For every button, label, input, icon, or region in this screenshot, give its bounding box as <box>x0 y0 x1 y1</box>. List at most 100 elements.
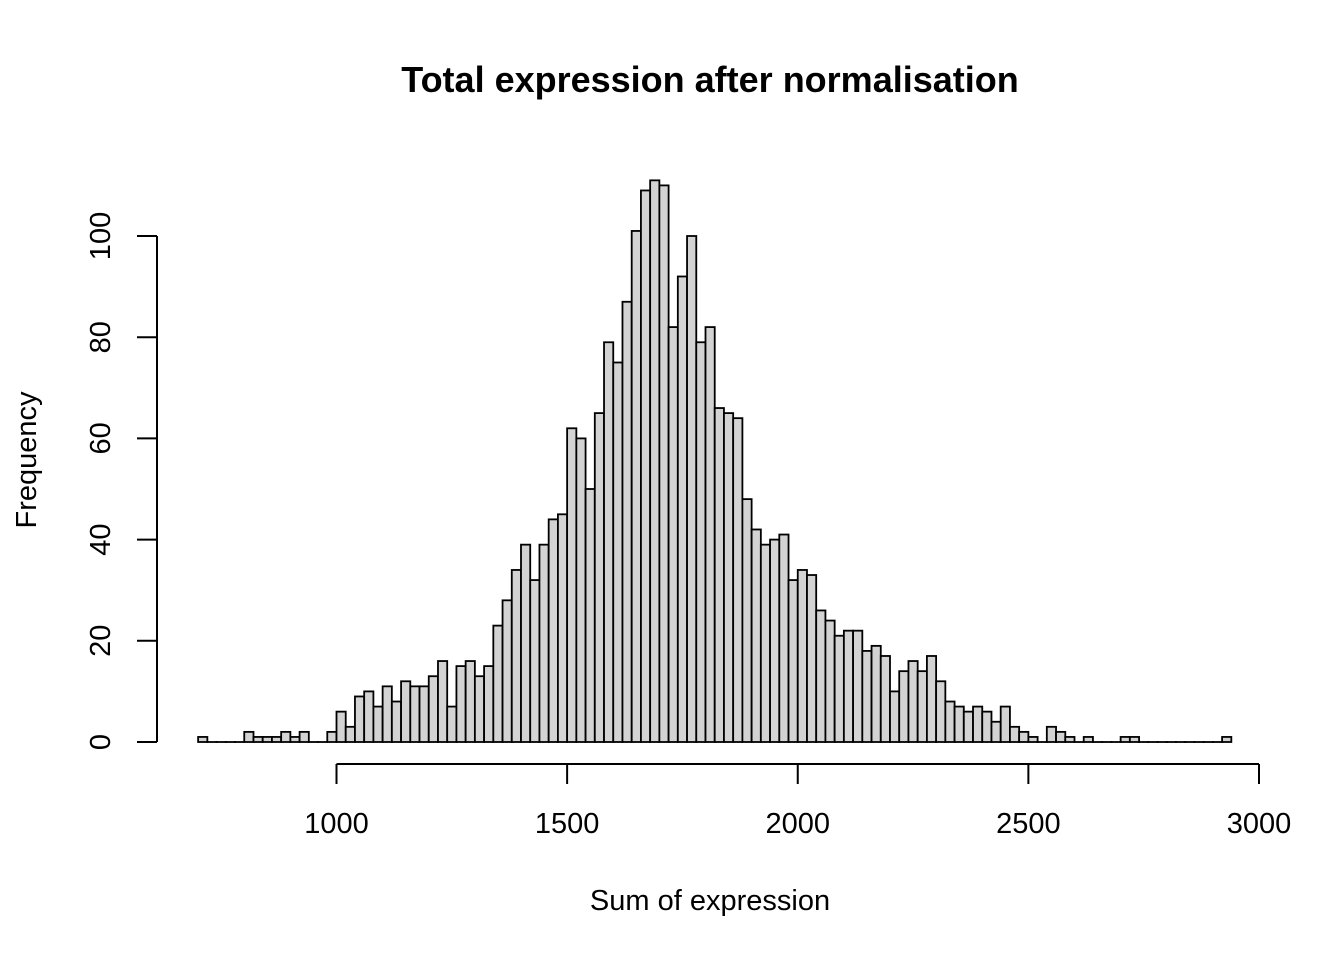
histogram-bar <box>335 710 347 743</box>
histogram-bar <box>926 655 938 743</box>
histogram-bar <box>289 736 301 743</box>
histogram-bar <box>566 427 578 743</box>
histogram-bar <box>732 417 744 743</box>
histogram-bar <box>280 730 292 743</box>
histogram-bar <box>695 341 707 743</box>
histogram-bar <box>972 705 984 743</box>
histogram-bar <box>1221 736 1233 743</box>
histogram-bar <box>529 579 541 743</box>
histogram-bar <box>390 700 402 743</box>
histogram-bar <box>750 528 762 743</box>
histogram-bar <box>704 326 716 743</box>
histogram-bar <box>842 629 855 743</box>
histogram-bar <box>898 670 910 743</box>
histogram-bar <box>1119 736 1131 743</box>
histogram-bar <box>935 680 947 743</box>
histogram-bar <box>667 326 679 743</box>
histogram-bar <box>1128 736 1140 743</box>
histogram-bar <box>658 184 670 743</box>
histogram-bar <box>603 341 615 743</box>
y-tick-label: 20 <box>85 625 117 657</box>
histogram-bar <box>446 705 458 743</box>
histogram-bar <box>326 730 338 743</box>
histogram-bar <box>676 275 688 743</box>
histogram-bar <box>640 189 652 743</box>
x-axis-label: Sum of expression <box>590 885 830 917</box>
histogram-bar <box>769 538 781 743</box>
histogram-bar <box>271 736 283 743</box>
x-tick-label: 2000 <box>765 808 830 840</box>
histogram-bar <box>464 660 476 743</box>
histogram-bar <box>538 543 550 743</box>
y-tick-label: 40 <box>85 523 117 555</box>
y-tick-label: 0 <box>85 734 117 750</box>
histogram-bar <box>824 619 836 743</box>
x-tick-label: 1000 <box>304 808 369 840</box>
x-tick-label: 1500 <box>535 808 600 840</box>
histogram-bar <box>1009 725 1021 743</box>
histogram-bar <box>510 569 522 743</box>
histogram-bar <box>861 650 873 743</box>
histogram-bar <box>686 235 698 743</box>
histogram-bar <box>796 569 808 743</box>
histogram-bar <box>1018 730 1030 743</box>
x-tick-label: 3000 <box>1227 808 1292 840</box>
histogram-bar <box>593 412 605 743</box>
histogram-bar <box>981 710 993 743</box>
histogram-bar <box>713 407 725 743</box>
histogram-bar <box>852 629 864 743</box>
histogram-bar <box>354 695 366 743</box>
bars-group <box>197 179 1233 743</box>
histogram-bar <box>1045 725 1057 743</box>
y-tick-label: 60 <box>85 422 117 454</box>
histogram-bar <box>1027 736 1039 743</box>
histogram-bar <box>197 736 209 743</box>
histogram-bar <box>889 690 901 743</box>
histogram-bar <box>879 655 891 743</box>
histogram-bar <box>907 660 919 743</box>
histogram-bar <box>427 675 439 743</box>
y-tick-label: 100 <box>85 212 117 260</box>
histogram-bar <box>298 730 310 743</box>
histogram-bar <box>630 230 642 743</box>
histogram-bar <box>261 736 273 743</box>
histogram-bar <box>1064 736 1076 743</box>
histogram-bar <box>243 730 255 743</box>
histogram-bar <box>547 518 559 743</box>
histogram-bar <box>363 690 375 743</box>
histogram-bar <box>381 685 393 743</box>
histogram-bar <box>962 710 974 743</box>
histogram-bar <box>501 599 513 743</box>
histogram-bar <box>575 437 587 743</box>
chart-title: Total expression after normalisation <box>401 59 1018 100</box>
histogram-bar <box>621 300 633 743</box>
y-axis-label: Frequency <box>11 391 43 529</box>
histogram-bar <box>723 412 735 743</box>
histogram-bar <box>815 609 827 743</box>
x-axis: 1000 1500 2000 2500 3000 <box>304 763 1292 840</box>
y-axis: 0 20 40 60 80 100 <box>85 212 158 750</box>
histogram-bar <box>418 685 430 743</box>
histogram-bar <box>437 660 449 743</box>
histogram-bar <box>612 361 624 743</box>
histogram-bar <box>944 700 956 743</box>
histogram-bar <box>372 705 384 743</box>
histogram-bar <box>455 665 467 743</box>
histogram-bar <box>990 720 1002 743</box>
histogram-bar <box>492 624 504 743</box>
histogram-bar <box>584 488 596 743</box>
histogram-bar <box>252 736 264 743</box>
histogram-bar <box>409 685 421 743</box>
histogram-bar <box>759 543 771 743</box>
histogram-bar <box>473 675 486 743</box>
histogram-bar <box>806 574 818 743</box>
histogram-bar <box>778 533 790 743</box>
histogram-bar <box>916 670 928 743</box>
histogram-bar <box>1082 736 1094 743</box>
histogram-bar <box>520 543 532 743</box>
histogram-bar <box>870 644 882 743</box>
histogram-bar <box>483 665 495 743</box>
histogram-bar <box>557 513 569 743</box>
histogram-bar <box>1055 730 1067 743</box>
